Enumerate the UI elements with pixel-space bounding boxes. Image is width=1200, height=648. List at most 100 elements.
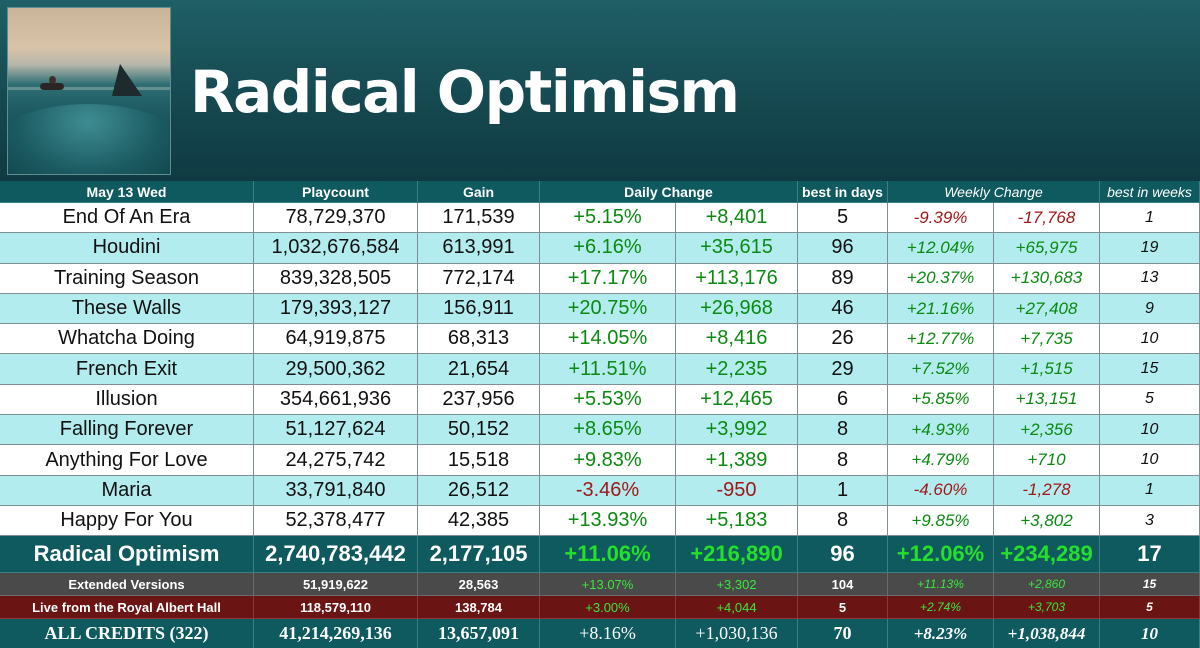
track-daily-abs: +35,615 xyxy=(676,233,798,264)
track-best-weeks: 10 xyxy=(1100,324,1200,355)
table-row: Falling Forever 51,127,624 50,152 +8.65% +3,… xyxy=(0,415,1200,446)
gain-header: Gain xyxy=(418,181,540,203)
album-title: Radical Optimism xyxy=(190,58,740,126)
table-row: Houdini 1,032,676,584 613,991 +6.16% +35,615… xyxy=(0,233,1200,264)
track-best-days: 8 xyxy=(798,445,888,476)
extended-weekly-abs: +2,860 xyxy=(994,573,1100,597)
table-row: Illusion 354,661,936 237,956 +5.53% +12,465 6… xyxy=(0,384,1200,416)
track-weekly-pct: +4.93% xyxy=(888,415,994,446)
live-daily-pct: +3.00% xyxy=(540,596,676,620)
stats-table: May 13 Wed Playcount Gain Daily Change b… xyxy=(0,181,1200,648)
track-playcount: 64,919,875 xyxy=(254,324,418,355)
extended-name: Extended Versions xyxy=(0,573,254,597)
album-daily-abs: +216,890 xyxy=(676,536,798,574)
credits-best-days: 70 xyxy=(798,619,888,648)
weekly-change-header: Weekly Change xyxy=(888,181,1100,203)
best-weeks-header: best in weeks xyxy=(1100,181,1200,203)
table-row: Training Season 839,328,505 772,174 +17.17%… xyxy=(0,263,1200,294)
track-weekly-abs: +7,735 xyxy=(994,324,1100,355)
live-weekly-abs: +3,703 xyxy=(994,596,1100,620)
track-best-days: 26 xyxy=(798,324,888,355)
track-best-days: 8 xyxy=(798,415,888,446)
extended-daily-abs: +3,302 xyxy=(676,573,798,597)
track-daily-pct: -3.46% xyxy=(540,475,676,506)
track-daily-pct: +17.17% xyxy=(540,263,676,294)
extended-weekly-pct: +11.13% xyxy=(888,573,994,597)
credits-gain: 13,657,091 xyxy=(418,619,540,648)
cover-horizon xyxy=(8,87,170,90)
track-best-weeks: 3 xyxy=(1100,505,1200,537)
track-weekly-abs: +130,683 xyxy=(994,263,1100,294)
track-daily-pct: +14.05% xyxy=(540,324,676,355)
playcount-header: Playcount xyxy=(254,181,418,203)
all-credits-row: ALL CREDITS (322) 41,214,269,136 13,657,… xyxy=(0,619,1200,648)
track-best-days: 96 xyxy=(798,233,888,264)
track-daily-abs: +3,992 xyxy=(676,415,798,446)
album-weekly-pct: +12.06% xyxy=(888,536,994,574)
track-gain: 171,539 xyxy=(418,203,540,234)
track-name: Illusion xyxy=(0,384,254,416)
extended-best-days: 104 xyxy=(798,573,888,597)
track-best-days: 5 xyxy=(798,203,888,234)
extended-versions-row: Extended Versions 51,919,622 28,563 +13.… xyxy=(0,573,1200,597)
track-name: Training Season xyxy=(0,263,254,294)
track-daily-pct: +6.16% xyxy=(540,233,676,264)
track-weekly-pct: +9.85% xyxy=(888,505,994,537)
track-weekly-abs: +65,975 xyxy=(994,233,1100,264)
credits-playcount: 41,214,269,136 xyxy=(254,619,418,648)
album-weekly-abs: +234,289 xyxy=(994,536,1100,574)
track-daily-abs: +26,968 xyxy=(676,293,798,325)
track-best-days: 46 xyxy=(798,293,888,325)
table-row: Happy For You 52,378,477 42,385 +13.93% +5,1… xyxy=(0,505,1200,537)
album-playcount: 2,740,783,442 xyxy=(254,536,418,574)
track-weekly-pct: +5.85% xyxy=(888,384,994,416)
track-best-weeks: 15 xyxy=(1100,354,1200,385)
album-gain: 2,177,105 xyxy=(418,536,540,574)
track-playcount: 24,275,742 xyxy=(254,445,418,476)
track-daily-abs: -950 xyxy=(676,475,798,506)
track-daily-pct: +5.53% xyxy=(540,384,676,416)
track-weekly-abs: +1,515 xyxy=(994,354,1100,385)
date-header: May 13 Wed xyxy=(0,181,254,203)
credits-daily-pct: +8.16% xyxy=(540,619,676,648)
track-weekly-abs: +27,408 xyxy=(994,293,1100,325)
track-daily-pct: +11.51% xyxy=(540,354,676,385)
live-albert-hall-row: Live from the Royal Albert Hall 118,579,… xyxy=(0,596,1200,620)
track-playcount: 179,393,127 xyxy=(254,293,418,325)
track-daily-abs: +1,389 xyxy=(676,445,798,476)
credits-weekly-pct: +8.23% xyxy=(888,619,994,648)
track-playcount: 839,328,505 xyxy=(254,263,418,294)
track-gain: 26,512 xyxy=(418,475,540,506)
shark-fin-icon xyxy=(112,64,142,96)
track-playcount: 78,729,370 xyxy=(254,203,418,234)
track-best-days: 1 xyxy=(798,475,888,506)
track-best-weeks: 1 xyxy=(1100,475,1200,506)
track-rows: End Of An Era 78,729,370 171,539 +5.15% +8,4… xyxy=(0,203,1200,537)
track-name: Maria xyxy=(0,475,254,506)
track-daily-abs: +5,183 xyxy=(676,505,798,537)
track-name: End Of An Era xyxy=(0,203,254,234)
live-daily-abs: +4,044 xyxy=(676,596,798,620)
track-best-days: 6 xyxy=(798,384,888,416)
track-daily-pct: +9.83% xyxy=(540,445,676,476)
best-days-header: best in days xyxy=(798,181,888,203)
track-best-days: 29 xyxy=(798,354,888,385)
track-daily-abs: +8,416 xyxy=(676,324,798,355)
live-best-days: 5 xyxy=(798,596,888,620)
extended-gain: 28,563 xyxy=(418,573,540,597)
track-playcount: 33,791,840 xyxy=(254,475,418,506)
track-daily-abs: +12,465 xyxy=(676,384,798,416)
track-gain: 772,174 xyxy=(418,263,540,294)
track-name: Happy For You xyxy=(0,505,254,537)
credits-best-weeks: 10 xyxy=(1100,619,1200,648)
track-gain: 15,518 xyxy=(418,445,540,476)
table-row: Whatcha Doing 64,919,875 68,313 +14.05% +8,4… xyxy=(0,324,1200,355)
track-gain: 613,991 xyxy=(418,233,540,264)
table-row: End Of An Era 78,729,370 171,539 +5.15% +8,4… xyxy=(0,203,1200,234)
extended-playcount: 51,919,622 xyxy=(254,573,418,597)
album-total-row: Radical Optimism 2,740,783,442 2,177,105… xyxy=(0,536,1200,574)
track-gain: 50,152 xyxy=(418,415,540,446)
track-weekly-abs: +710 xyxy=(994,445,1100,476)
track-daily-pct: +8.65% xyxy=(540,415,676,446)
track-name: These Walls xyxy=(0,293,254,325)
